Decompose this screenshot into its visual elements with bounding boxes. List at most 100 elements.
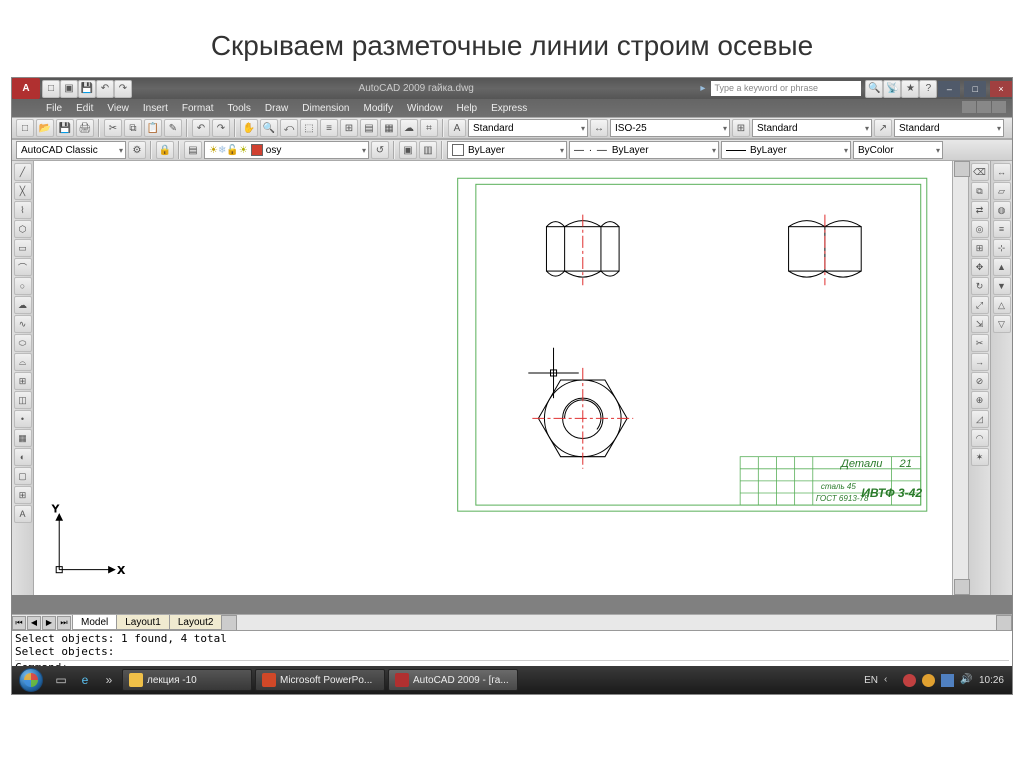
infocenter-search-icon[interactable]: 🔍 xyxy=(865,80,883,98)
tray-volume-icon[interactable]: 🔊 xyxy=(960,674,973,687)
close-button[interactable]: × xyxy=(990,81,1012,97)
tray-lang[interactable]: EN xyxy=(864,675,878,686)
menu-express[interactable]: Express xyxy=(491,103,527,114)
below-icon[interactable]: ▽ xyxy=(993,315,1011,333)
drawing-canvas[interactable]: Y X xyxy=(34,161,952,595)
rotate-icon[interactable]: ↻ xyxy=(971,277,989,295)
maximize-button[interactable]: □ xyxy=(964,81,986,97)
redo-icon[interactable]: ↷ xyxy=(212,119,230,137)
style-icon[interactable]: A xyxy=(448,119,466,137)
plot-icon[interactable]: 🖨 xyxy=(76,119,94,137)
menu-draw[interactable]: Draw xyxy=(265,103,288,114)
menu-modify[interactable]: Modify xyxy=(364,103,393,114)
array-icon[interactable]: ⊞ xyxy=(971,239,989,257)
horizontal-scrollbar[interactable] xyxy=(235,615,998,630)
join-icon[interactable]: ⊕ xyxy=(971,391,989,409)
mleader-style-dropdown[interactable]: Standard xyxy=(894,119,1004,137)
point-icon[interactable]: • xyxy=(14,410,32,428)
pline-icon[interactable]: ⌇ xyxy=(14,201,32,219)
mleader-icon[interactable]: ↗ xyxy=(874,119,892,137)
break-icon[interactable]: ⊘ xyxy=(971,372,989,390)
vertical-scrollbar[interactable] xyxy=(952,161,968,595)
menu-tools[interactable]: Tools xyxy=(228,103,251,114)
qat-save-icon[interactable]: 💾 xyxy=(78,80,96,98)
tab-model[interactable]: Model xyxy=(72,615,117,630)
mtext-icon[interactable]: A xyxy=(14,505,32,523)
linetype-dropdown[interactable]: — · — ByLayer xyxy=(569,141,719,159)
taskbar-item-powerpoint[interactable]: Microsoft PowerPo... xyxy=(255,669,385,691)
region-icon[interactable]: ▢ xyxy=(14,467,32,485)
workspace-dropdown[interactable]: AutoCAD Classic xyxy=(16,141,126,159)
layer-props-icon[interactable]: ▤ xyxy=(184,141,202,159)
insert-block-icon[interactable]: ⊞ xyxy=(14,372,32,390)
explode-icon[interactable]: ✶ xyxy=(971,448,989,466)
distance-icon[interactable]: ↔ xyxy=(993,163,1011,181)
lineweight-dropdown[interactable]: ByLayer xyxy=(721,141,851,159)
menu-file[interactable]: File xyxy=(46,103,62,114)
tab-last[interactable]: ⏭ xyxy=(57,616,71,630)
zoom-window-icon[interactable]: ⬚ xyxy=(300,119,318,137)
text-style-dropdown[interactable]: Standard xyxy=(468,119,588,137)
sheet-set-icon[interactable]: ▦ xyxy=(380,119,398,137)
polygon-icon[interactable]: ⬡ xyxy=(14,220,32,238)
fillet-icon[interactable]: ◠ xyxy=(971,429,989,447)
layer-dropdown[interactable]: ☀❄🔓☀ osy xyxy=(204,141,369,159)
zoom-prev-icon[interactable]: ⤺ xyxy=(280,119,298,137)
match-icon[interactable]: ✎ xyxy=(164,119,182,137)
copy2-icon[interactable]: ⧉ xyxy=(971,182,989,200)
make-block-icon[interactable]: ◫ xyxy=(14,391,32,409)
app-menu-button[interactable]: A xyxy=(12,78,40,99)
tray-shield-icon[interactable] xyxy=(903,674,916,687)
undo-icon[interactable]: ↶ xyxy=(192,119,210,137)
ws-lock-icon[interactable]: 🔒 xyxy=(156,141,174,159)
properties-icon[interactable]: ≡ xyxy=(320,119,338,137)
ellipse-arc-icon[interactable]: ⌓ xyxy=(14,353,32,371)
tab-next[interactable]: ▶ xyxy=(42,616,56,630)
mirror-icon[interactable]: ⇄ xyxy=(971,201,989,219)
qat-redo-icon[interactable]: ↷ xyxy=(114,80,132,98)
search-input[interactable]: Type a keyword or phrase xyxy=(711,81,861,96)
spline-icon[interactable]: ∿ xyxy=(14,315,32,333)
circle-icon[interactable]: ○ xyxy=(14,277,32,295)
table-style-icon[interactable]: ⊞ xyxy=(732,119,750,137)
tray-update-icon[interactable] xyxy=(922,674,935,687)
workspace-settings-icon[interactable]: ⚙ xyxy=(128,141,146,159)
gradient-icon[interactable]: ◐ xyxy=(14,448,32,466)
start-button[interactable] xyxy=(12,666,50,694)
rectangle-icon[interactable]: ▭ xyxy=(14,239,32,257)
pan-icon[interactable]: ✋ xyxy=(240,119,258,137)
region-mass-icon[interactable]: ◍ xyxy=(993,201,1011,219)
layer-walk-icon[interactable]: ▥ xyxy=(419,141,437,159)
dim-style-dropdown[interactable]: ISO-25 xyxy=(610,119,730,137)
qat-new-icon[interactable]: □ xyxy=(42,80,60,98)
tool-palette-icon[interactable]: ▤ xyxy=(360,119,378,137)
tray-clock[interactable]: 10:26 xyxy=(979,675,1004,686)
zoom-icon[interactable]: 🔍 xyxy=(260,119,278,137)
menu-edit[interactable]: Edit xyxy=(76,103,93,114)
copy-icon[interactable]: ⧉ xyxy=(124,119,142,137)
xline-icon[interactable]: ╳ xyxy=(14,182,32,200)
tab-first[interactable]: ⏮ xyxy=(12,616,26,630)
markup-icon[interactable]: ☁ xyxy=(400,119,418,137)
tray-chevron-icon[interactable]: ‹ xyxy=(884,674,897,687)
back-icon[interactable]: ▼ xyxy=(993,277,1011,295)
dim-style-icon[interactable]: ↔ xyxy=(590,119,608,137)
above-icon[interactable]: △ xyxy=(993,296,1011,314)
quicklaunch-switch-icon[interactable]: » xyxy=(98,669,120,691)
new-icon[interactable]: □ xyxy=(16,119,34,137)
ellipse-icon[interactable]: ⬭ xyxy=(14,334,32,352)
menu-format[interactable]: Format xyxy=(182,103,214,114)
doc-close[interactable] xyxy=(992,101,1006,113)
area-icon[interactable]: ▱ xyxy=(993,182,1011,200)
tray-network-icon[interactable] xyxy=(941,674,954,687)
quicklaunch-desktop-icon[interactable]: ▭ xyxy=(50,669,72,691)
move-icon[interactable]: ✥ xyxy=(971,258,989,276)
plotstyle-dropdown[interactable]: ByColor xyxy=(853,141,943,159)
save-icon[interactable]: 💾 xyxy=(56,119,74,137)
minimize-button[interactable]: – xyxy=(938,81,960,97)
id-icon[interactable]: ⊹ xyxy=(993,239,1011,257)
menu-view[interactable]: View xyxy=(107,103,129,114)
taskbar-item-autocad[interactable]: AutoCAD 2009 - [га... xyxy=(388,669,518,691)
menu-window[interactable]: Window xyxy=(407,103,443,114)
trim-icon[interactable]: ✂ xyxy=(971,334,989,352)
